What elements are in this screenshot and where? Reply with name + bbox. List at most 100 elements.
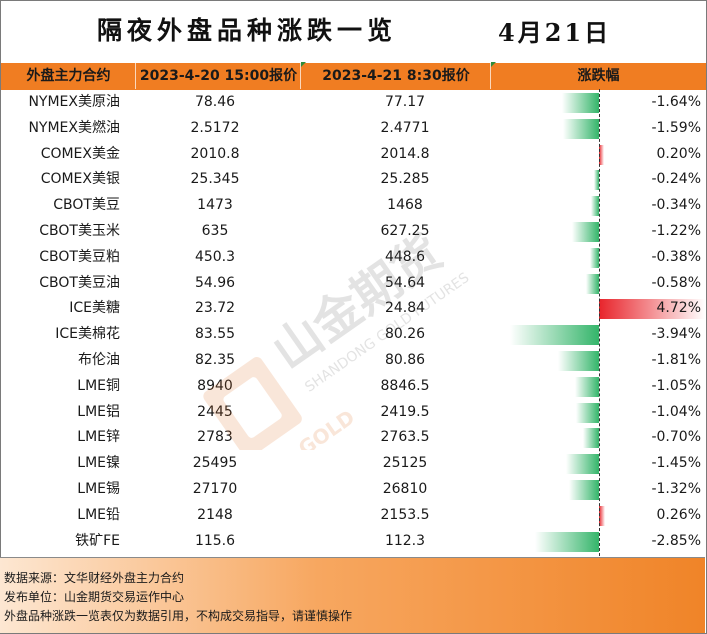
price-2: 2153.5 (380, 506, 430, 523)
contract-name: LME铜 (77, 377, 120, 394)
table-row: CBOT美豆油 54.96 54.64 -0.58% (0, 271, 705, 297)
change-percent: 4.72% (656, 300, 701, 317)
change-bar-negative (575, 376, 599, 397)
table-row: CBOT美豆粕 450.3 448.6 -0.38% (0, 245, 705, 271)
table-row: 铁矿FE 115.6 112.3 -2.85% (0, 529, 705, 555)
change-bar-positive (599, 144, 604, 165)
table-row: LME镍 25495 25125 -1.45% (0, 451, 705, 477)
price-1: 25495 (192, 455, 238, 472)
table-row: 布伦油 82.35 80.86 -1.81% (0, 348, 705, 374)
change-percent: -1.32% (651, 481, 701, 497)
cell-marker (301, 62, 306, 67)
change-bar-negative (510, 325, 599, 346)
price-1: 2783 (197, 429, 233, 446)
table-row: ICE美棉花 83.55 80.26 -3.94% (0, 322, 705, 348)
price-1: 82.35 (194, 352, 236, 368)
change-percent: -1.45% (651, 455, 701, 472)
contract-name: LME镍 (77, 455, 120, 472)
price-1: 635 (201, 223, 229, 239)
change-bar-negative (591, 196, 599, 217)
change-bar-negative (534, 531, 599, 552)
footer-source: 数据来源：文华财经外盘主力合约 (4, 571, 185, 585)
price-1: 25.345 (190, 171, 240, 188)
contract-name: ICE美糖 (69, 300, 120, 317)
table-row: CBOT美玉米 635 627.25 -1.22% (0, 219, 705, 245)
change-percent: 0.20% (656, 145, 701, 162)
price-1: 83.55 (194, 326, 236, 343)
change-percent: 0.26% (656, 506, 701, 523)
table-row: LME铜 8940 8846.5 -1.05% (0, 374, 705, 400)
change-percent: -0.24% (651, 171, 701, 188)
table-row: COMEX美金 2010.8 2014.8 0.20% (0, 142, 705, 168)
change-bar-negative (593, 170, 599, 191)
contract-name: COMEX美银 (40, 171, 120, 188)
table-row: NYMEX美原油 78.46 77.17 -1.64% (0, 90, 705, 116)
price-1: 54.96 (194, 274, 236, 291)
change-bar-negative (571, 222, 599, 242)
report-date: 4月21日 (498, 18, 612, 47)
table-row: LME锌 2783 2763.5 -0.70% (0, 425, 705, 451)
contract-name: CBOT美玉米 (39, 223, 120, 239)
price-2: 24.84 (384, 300, 426, 317)
contract-name: 铁矿FE (75, 532, 120, 549)
contract-name: CBOT美豆油 (39, 274, 120, 291)
cell-marker (491, 62, 496, 67)
title-row: 隔夜外盘品种涨跌一览 4月21日 (1, 1, 706, 64)
change-bar-positive (599, 505, 605, 526)
header-price-1: 2023-4-20 15:00报价 (139, 68, 298, 84)
bar-axis (599, 89, 600, 556)
contract-name: LME铝 (77, 403, 120, 420)
price-2: 25125 (382, 455, 428, 472)
price-2: 8846.5 (380, 377, 430, 394)
price-1: 2.5172 (190, 119, 240, 136)
footer: 数据来源：文华财经外盘主力合约 发布单位：山金期货交易运作中心 外盘品种涨跌一览… (0, 557, 705, 633)
change-percent: -1.81% (651, 352, 701, 368)
price-1: 2148 (197, 506, 233, 523)
header-price-2: 2023-4-21 8:30报价 (322, 68, 470, 84)
price-1: 1473 (197, 197, 233, 214)
header-contract: 外盘主力合约 (26, 68, 111, 84)
contract-name: 布伦油 (78, 352, 120, 368)
price-1: 115.6 (194, 532, 236, 549)
contract-name: NYMEX美原油 (28, 94, 120, 110)
change-bar-positive (599, 299, 706, 320)
change-percent: -1.59% (651, 119, 701, 136)
contract-name: LME锡 (77, 481, 120, 497)
footer-publisher: 发布单位：山金期货交易运作中心 (4, 590, 185, 604)
change-percent: -0.70% (651, 429, 701, 446)
change-percent: -1.22% (651, 223, 701, 239)
contract-name: LME铅 (77, 506, 120, 523)
change-percent: -0.34% (651, 197, 701, 214)
change-percent: -1.64% (651, 94, 701, 110)
price-1: 23.72 (194, 300, 236, 317)
price-1: 27170 (192, 481, 238, 497)
change-bar-negative (575, 402, 599, 423)
change-percent: -0.58% (651, 274, 701, 291)
price-2: 1468 (387, 197, 423, 214)
change-bar-negative (563, 118, 599, 139)
change-bar-negative (583, 428, 599, 449)
price-2: 54.64 (384, 274, 426, 291)
change-bar-negative (566, 454, 599, 475)
contract-name: CBOT美豆粕 (39, 248, 120, 265)
table-row: LME铅 2148 2153.5 0.26% (0, 503, 705, 529)
table-row: COMEX美银 25.345 25.285 -0.24% (0, 167, 705, 193)
contract-name: NYMEX美燃油 (28, 119, 120, 136)
price-2: 2.4771 (380, 119, 430, 136)
change-percent: -1.05% (651, 377, 701, 394)
change-percent: -0.38% (651, 248, 701, 265)
change-bar-negative (585, 273, 599, 294)
header-separator (490, 62, 491, 89)
price-1: 78.46 (194, 94, 236, 110)
price-2: 112.3 (384, 532, 426, 549)
table-row: NYMEX美燃油 2.5172 2.4771 -1.59% (0, 116, 705, 142)
price-2: 2014.8 (380, 145, 430, 162)
price-2: 77.17 (384, 94, 426, 110)
price-2: 2419.5 (380, 403, 430, 420)
table-row: CBOT美豆 1473 1468 -0.34% (0, 193, 705, 219)
change-bar-negative (562, 93, 599, 113)
footer-disclaimer: 外盘品种涨跌一览表仅为数据引用，不构成交易指导，请谨慎操作 (4, 609, 353, 623)
table-row: LME锡 27170 26810 -1.32% (0, 477, 705, 503)
table-row: LME铝 2445 2419.5 -1.04% (0, 400, 705, 426)
price-2: 80.26 (384, 326, 426, 343)
